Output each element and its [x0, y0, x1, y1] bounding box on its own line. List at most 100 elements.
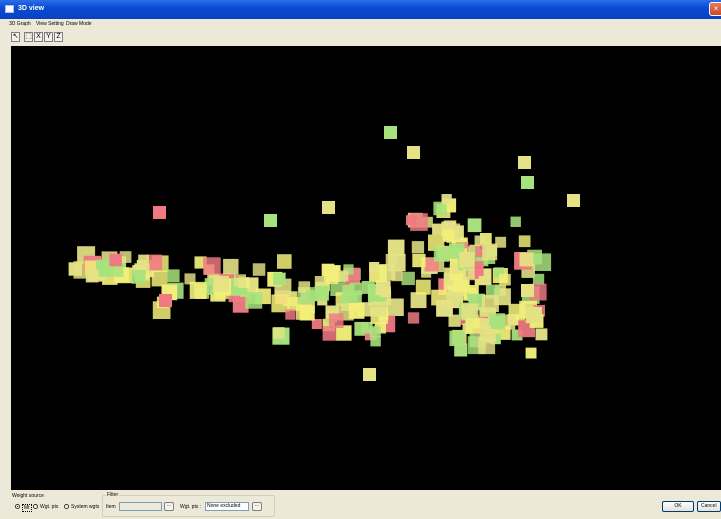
filter-group [102, 495, 275, 517]
scatter-cube [277, 254, 292, 269]
scatter-cube [232, 296, 249, 313]
weight-wgt-pts-radio[interactable] [33, 504, 38, 509]
scatter-cube [337, 270, 349, 282]
scatter-cube [184, 273, 196, 285]
close-icon[interactable]: × [709, 2, 721, 16]
y-axis-button[interactable]: Y [44, 32, 53, 42]
z-axis-button[interactable]: Z [54, 32, 63, 42]
scatter-cube [112, 266, 124, 277]
wgt-pts-label: Wgt. pts : [180, 504, 202, 510]
scatter-cube [213, 275, 229, 292]
scatter-cube [391, 269, 403, 282]
scatter-cube [459, 252, 475, 268]
scatter-cube [441, 194, 452, 205]
scatter-cube [119, 251, 132, 263]
scatter-cube [85, 269, 99, 283]
cancel-button[interactable]: Cancel [697, 501, 721, 512]
scatter-cube [189, 281, 207, 299]
scatter-cube [361, 281, 375, 294]
scatter-cube [138, 254, 149, 266]
scatter-cube [322, 201, 335, 214]
scatter-cube [273, 327, 285, 339]
scatter-cube [153, 206, 166, 219]
bottom-panel: Weight source Mt Wgt. pts System wgts Fi… [0, 490, 721, 519]
scatter-cube [467, 218, 482, 233]
scatter-cube [234, 274, 246, 287]
scatter-cube [406, 215, 417, 226]
scatter-cube [95, 259, 113, 277]
scatter-cube [454, 343, 468, 357]
menu-view-setting[interactable]: View Setting [36, 21, 64, 27]
scatter-cube [407, 312, 420, 324]
x-axis-button[interactable]: X [34, 32, 43, 42]
weight-mt-label: Mt [22, 504, 32, 512]
scatter-cube [131, 270, 146, 284]
scatter-cube [481, 294, 499, 312]
scatter-cube [336, 325, 352, 341]
weight-source-label: Weight source [12, 493, 44, 499]
scatter-cube [491, 316, 504, 329]
filter-label: Filter [106, 492, 120, 498]
scatter-cube [510, 216, 521, 227]
scatter-cube [371, 301, 387, 317]
scatter-cube [370, 336, 381, 347]
scatter-cube [306, 290, 318, 302]
scatter-cube [387, 239, 405, 257]
scatter-cube [411, 241, 425, 254]
scatter-cube [342, 285, 353, 296]
menu-3d-graph[interactable]: 3D Graph [9, 21, 31, 27]
3d-viewport[interactable] [11, 46, 721, 490]
item-label: Item [106, 504, 116, 510]
scatter-cube [401, 271, 415, 286]
rotate-button[interactable]: ⬚ [24, 32, 33, 42]
scatter-cube [478, 337, 496, 355]
scatter-cube [363, 368, 376, 381]
scatter-cube [264, 214, 277, 227]
scatter-cube [480, 233, 492, 245]
scatter-cube [311, 319, 322, 330]
scatter-cube [245, 291, 263, 309]
item-field[interactable] [119, 502, 162, 511]
weight-system-wgts-label: System wgts [71, 504, 100, 510]
weight-system-wgts-radio[interactable] [64, 504, 69, 509]
scatter-cube [474, 235, 486, 247]
scatter-cube [511, 329, 523, 341]
scatter-cube [451, 263, 462, 274]
scatter-cube [518, 156, 531, 169]
scatter-cube [348, 303, 365, 319]
scatter-cube [461, 303, 479, 321]
scatter-cube [151, 270, 168, 287]
scatter-cube [314, 286, 329, 301]
title-bar: 3D view × [0, 0, 721, 19]
scatter-cube [252, 263, 266, 276]
scatter-cube [432, 223, 443, 235]
scatter-cube [285, 309, 296, 320]
scatter-cube [410, 292, 427, 309]
scatter-cube [299, 305, 315, 321]
scatter-cube [465, 318, 481, 334]
ok-button[interactable]: OK [662, 501, 694, 512]
scatter-cube [228, 291, 240, 303]
pointer-button[interactable]: ↖ [11, 32, 20, 42]
scatter-cube [415, 279, 431, 295]
scatter-cube [159, 294, 172, 307]
scatter-cube [407, 146, 420, 159]
3d-scatter-plot [68, 126, 580, 381]
scatter-cube [322, 326, 338, 341]
scatter-cube [519, 252, 534, 267]
scatter-cube [223, 258, 239, 275]
wgt-pts-browse-button[interactable]: ... [252, 502, 262, 511]
scatter-cube [369, 326, 381, 338]
menu-draw-mode[interactable]: Draw Mode [66, 21, 92, 27]
scatter-cube [493, 267, 505, 278]
scatter-cube [109, 253, 122, 267]
scatter-cube [325, 271, 339, 284]
wgt-pts-field[interactable]: None excluded [205, 502, 249, 511]
scatter-cube [436, 299, 453, 317]
scatter-cube [494, 284, 507, 296]
scatter-cube [203, 257, 221, 275]
scatter-cube [521, 176, 534, 189]
weight-mt-radio[interactable] [15, 504, 20, 509]
scatter-cube [384, 126, 397, 139]
item-browse-button[interactable]: ... [164, 502, 174, 511]
